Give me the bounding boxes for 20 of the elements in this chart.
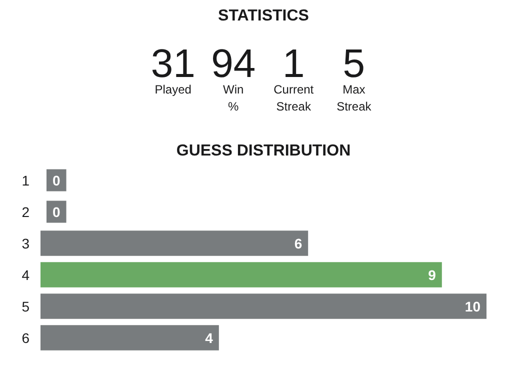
y-tick-label: 2 bbox=[22, 204, 30, 220]
bar bbox=[40, 262, 442, 288]
y-tick-label: 6 bbox=[22, 330, 30, 346]
y-tick-label: 5 bbox=[22, 298, 30, 314]
data-label: 6 bbox=[294, 235, 302, 252]
y-tick-label: 4 bbox=[22, 266, 30, 283]
y-tick-label: 1 bbox=[22, 172, 30, 188]
data-label: 9 bbox=[428, 266, 436, 283]
category-label: Win % bbox=[223, 82, 244, 114]
chart-title: GUESS DISTRIBUTION bbox=[176, 142, 351, 160]
data-label: 4 bbox=[205, 330, 214, 346]
data-label: 0 bbox=[52, 172, 60, 188]
data-label: 0 bbox=[52, 204, 60, 220]
bar bbox=[40, 230, 308, 256]
text: STATISTICS bbox=[218, 8, 310, 24]
bar bbox=[40, 325, 219, 350]
category-label: Played bbox=[154, 82, 192, 96]
data-label: 10 bbox=[464, 298, 481, 314]
y-tick-label: 3 bbox=[22, 235, 30, 252]
bar bbox=[40, 294, 486, 319]
